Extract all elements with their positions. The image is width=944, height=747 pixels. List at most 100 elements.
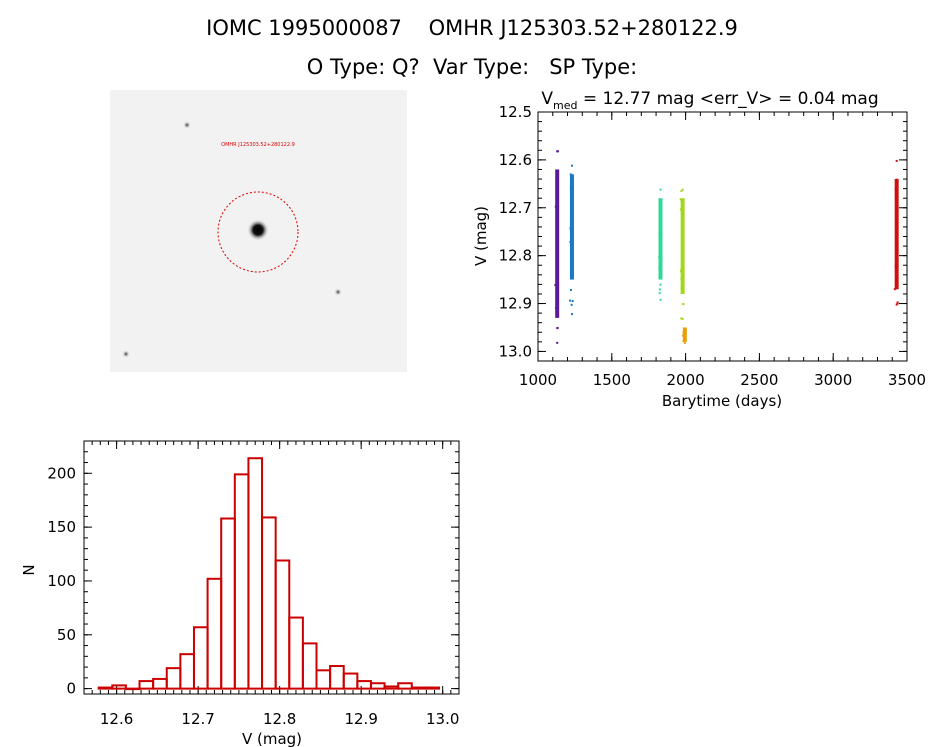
data-point-cluster — [569, 174, 574, 280]
data-point — [569, 299, 572, 302]
data-point — [571, 272, 574, 275]
light-curve-axes: 1000 1500 2000 2500 3000 3500 12.5 12.6 12.7 12.8… — [499, 103, 927, 389]
histogram-bar — [206, 577, 223, 690]
data-point — [684, 329, 687, 332]
source-label: OMHR J125303.52+280122.9 — [221, 142, 295, 148]
data-point — [569, 218, 572, 221]
target-aperture-circle — [217, 191, 299, 273]
histogram-bar — [247, 457, 264, 690]
data-point — [569, 173, 572, 176]
data-point — [554, 284, 557, 287]
data-point — [894, 188, 897, 191]
data-point — [570, 164, 573, 167]
observation-season — [658, 188, 663, 301]
data-point — [681, 247, 684, 250]
histogram-bars — [97, 457, 441, 691]
x-tick-label: 2000 — [667, 371, 705, 389]
histogram-bar — [152, 677, 168, 690]
x-tick-label: 3000 — [814, 371, 852, 389]
histogram-bar — [111, 684, 127, 690]
data-point — [680, 189, 683, 192]
y-tick-label: 0 — [66, 680, 76, 698]
data-point — [569, 219, 572, 222]
data-point — [569, 187, 572, 190]
x-tick-label: 13.0 — [426, 710, 459, 728]
x-tick-label: 12.9 — [344, 710, 377, 728]
data-point — [896, 302, 899, 305]
y-tick-label: 12.5 — [499, 103, 532, 121]
histogram-bar — [274, 559, 291, 690]
target-star — [247, 219, 269, 241]
histogram-bar — [397, 682, 413, 690]
data-point — [896, 301, 899, 304]
data-point — [684, 337, 687, 340]
data-point — [556, 221, 559, 224]
data-point — [570, 247, 573, 250]
light-curve-points — [554, 150, 899, 344]
data-point-cluster — [555, 169, 560, 318]
data-point — [660, 276, 663, 279]
x-tick-label: 2500 — [740, 371, 778, 389]
histogram-bar — [233, 473, 250, 690]
data-point — [658, 266, 661, 269]
data-point — [681, 334, 684, 337]
data-point — [555, 281, 558, 284]
data-point — [658, 256, 661, 259]
plot-frame — [537, 111, 908, 362]
data-point — [681, 317, 684, 320]
data-point — [681, 284, 684, 287]
histogram-bar — [315, 669, 332, 690]
y-tick-label: 12.8 — [499, 247, 532, 265]
observation-season — [681, 327, 687, 344]
data-point — [659, 298, 662, 301]
data-point — [659, 244, 662, 247]
data-point — [895, 303, 898, 306]
data-point — [680, 287, 683, 290]
observation-season — [569, 164, 574, 316]
histogram-bar — [220, 517, 236, 690]
data-point — [556, 327, 559, 330]
data-point — [659, 283, 662, 286]
histogram-bar — [138, 680, 155, 690]
histogram-bar — [356, 680, 372, 690]
histogram-bar — [383, 685, 400, 690]
histogram-axes: 12.6 12.7 12.8 12.9 13.0 0 50 100 150 200 — [47, 441, 460, 728]
histogram-bar — [301, 642, 318, 690]
data-point — [658, 288, 661, 291]
field-star — [183, 121, 191, 129]
data-point — [683, 330, 686, 333]
object-identifier-title: IOMC 1995000087 OMHR J125303.52+280122.9 — [206, 16, 738, 40]
data-point — [659, 258, 662, 261]
data-point — [556, 341, 559, 344]
data-point — [895, 287, 898, 290]
histogram-y-axis-label: N — [20, 564, 38, 575]
data-point — [679, 198, 682, 201]
data-point — [555, 294, 558, 297]
sky-image-stamp: OMHR J125303.52+280122.9 — [110, 90, 407, 372]
data-point — [571, 300, 574, 303]
data-point — [683, 335, 686, 338]
data-point — [683, 341, 686, 344]
field-star — [122, 350, 130, 358]
y-axis-label: V (mag) — [472, 206, 490, 266]
y-tick-label: 13.0 — [499, 342, 532, 360]
data-point — [555, 290, 558, 293]
data-point — [683, 327, 686, 330]
y-tick-label: 12.9 — [499, 295, 532, 313]
data-point — [555, 173, 558, 176]
data-point — [658, 228, 661, 231]
y-tick-label: 12.6 — [499, 151, 532, 169]
histogram-bar — [192, 626, 209, 690]
data-point — [679, 208, 682, 211]
data-point — [895, 159, 898, 162]
x-axis-label: Barytime (days) — [662, 392, 782, 410]
x-tick-label: 12.8 — [263, 710, 296, 728]
histogram-bar — [410, 686, 427, 690]
data-point — [554, 205, 557, 208]
x-tick-label: 12.7 — [181, 710, 214, 728]
field-star — [334, 288, 342, 296]
data-point — [658, 233, 661, 236]
histogram-x-axis-label: V (mag) — [242, 730, 302, 747]
chart-title-text: Vmed = 12.77 mag <err_V> = 0.04 mag — [541, 89, 878, 112]
data-point — [682, 340, 685, 343]
